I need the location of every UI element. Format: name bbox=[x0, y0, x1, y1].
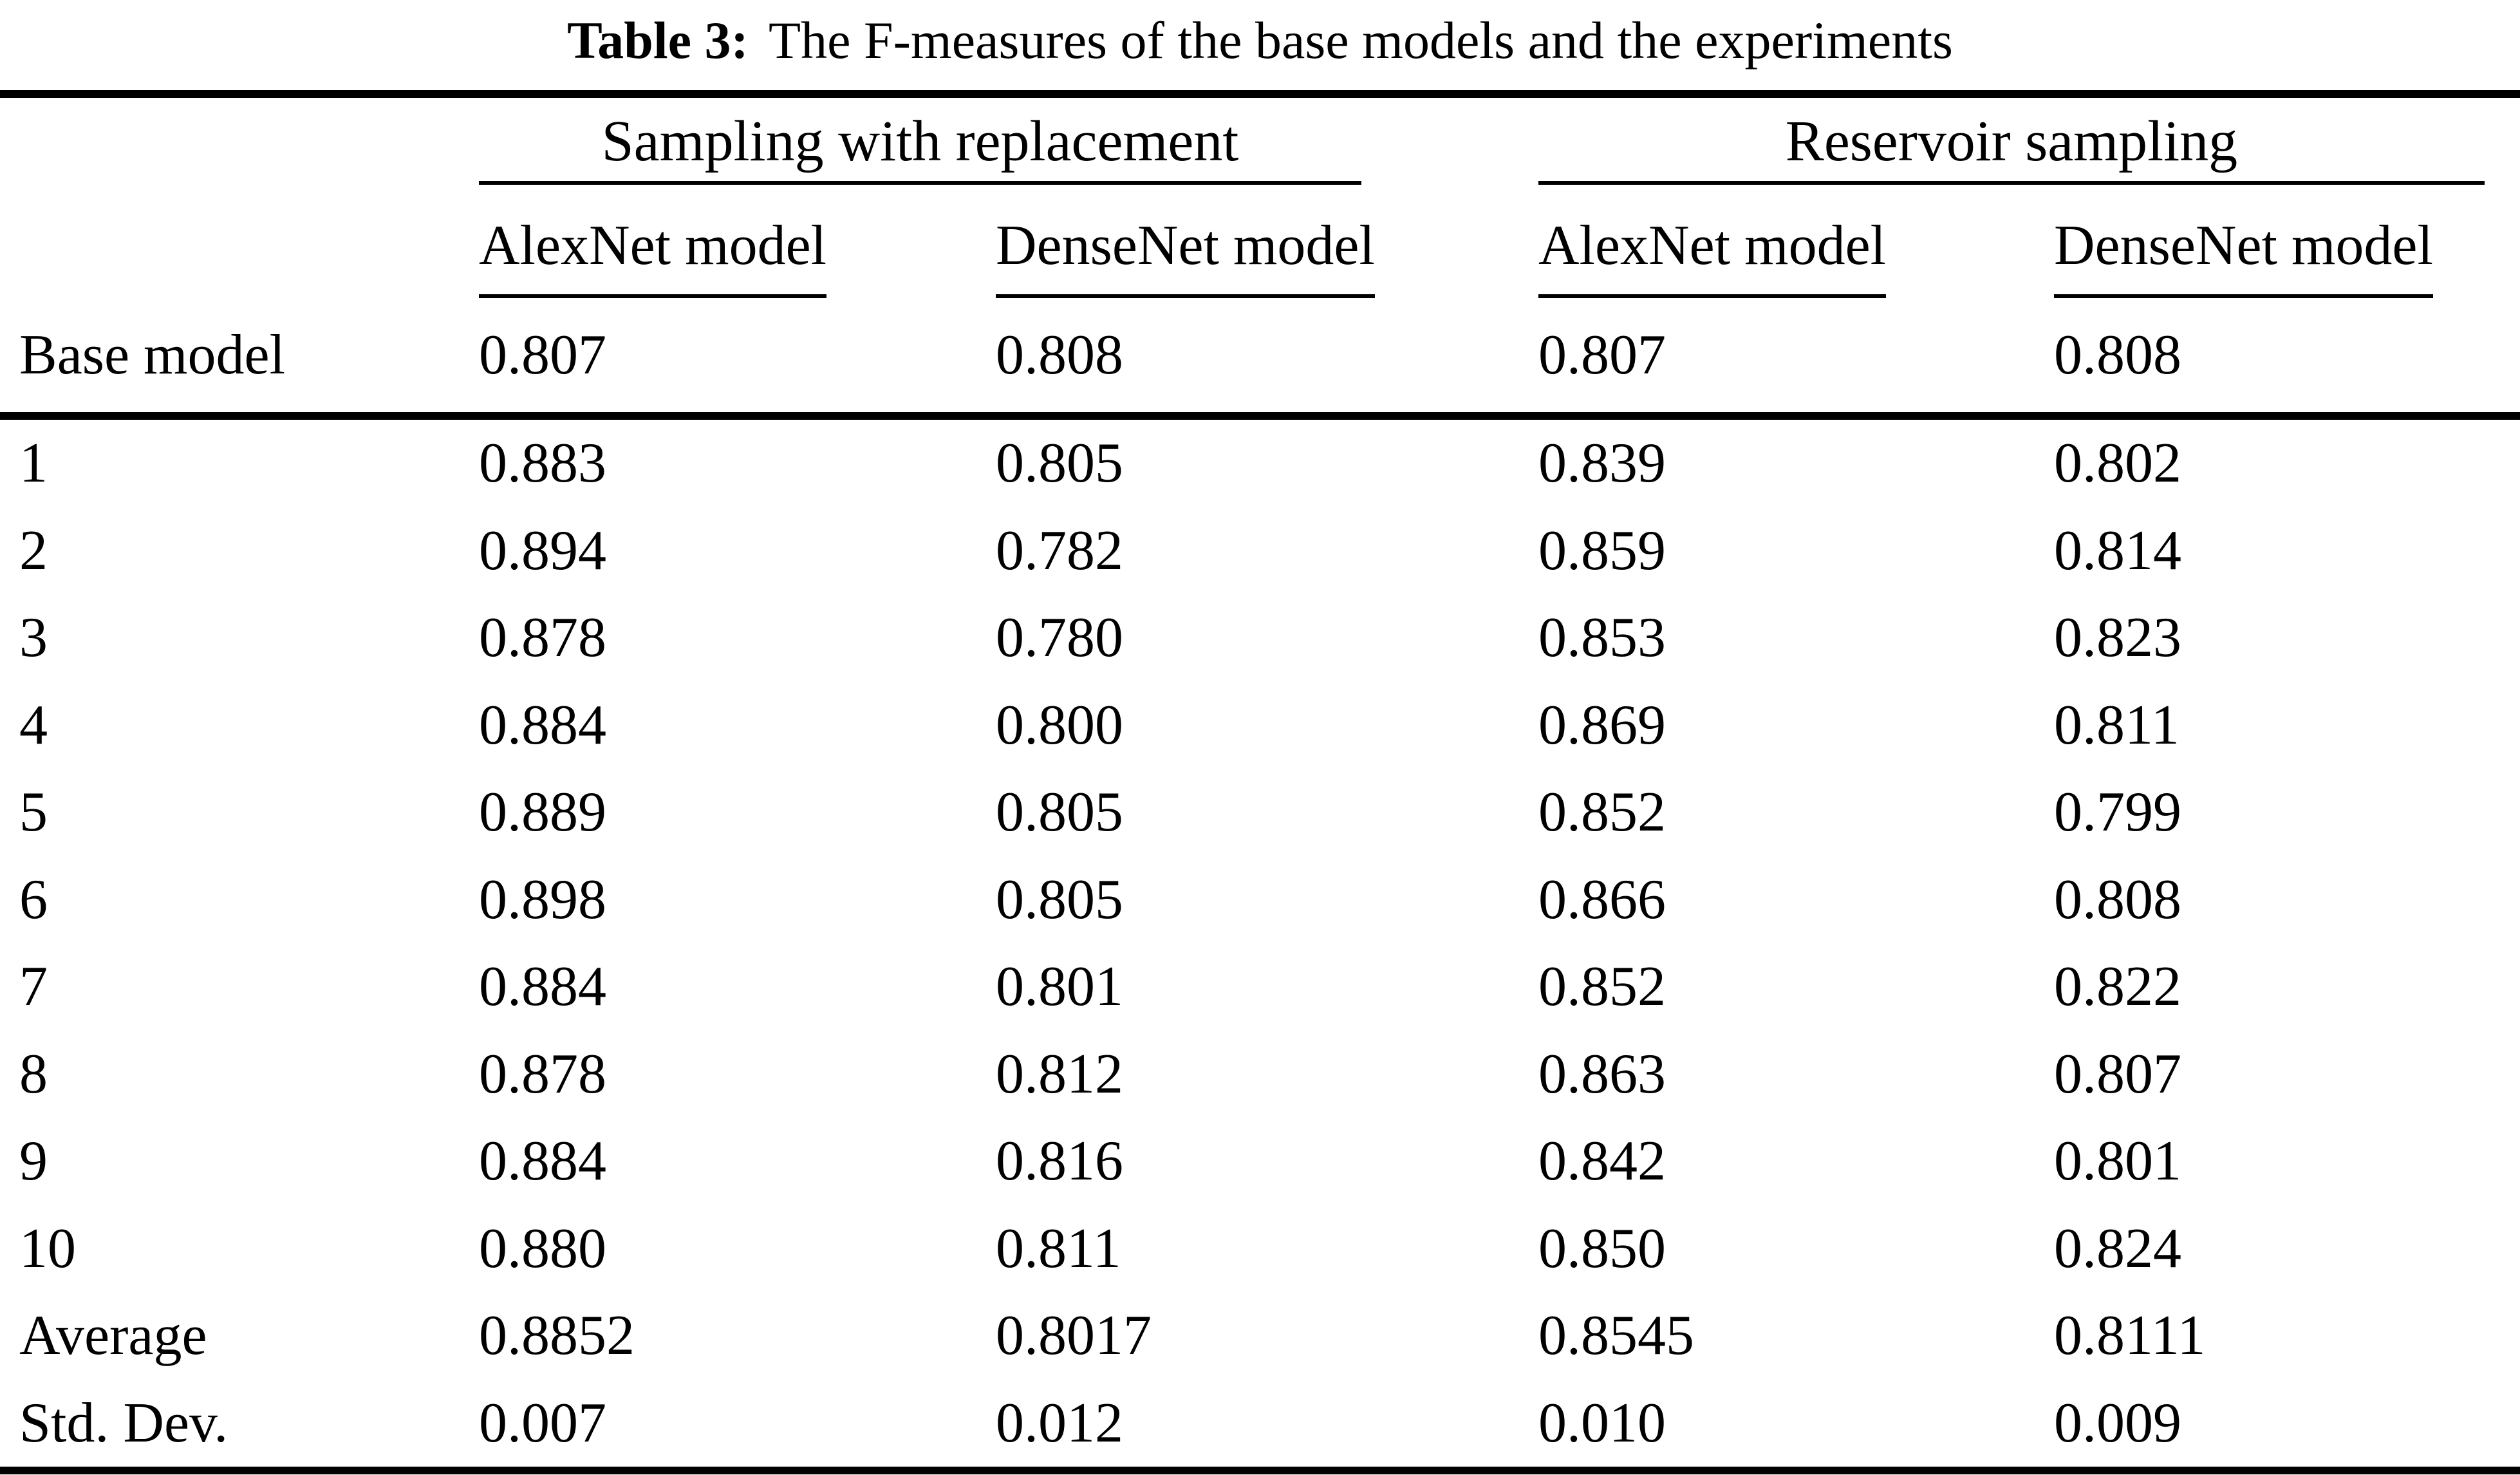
cell-value: 0.805 bbox=[996, 432, 1123, 495]
cell-value: 0.8111 bbox=[2054, 1304, 2206, 1367]
cell-value: 0.822 bbox=[2054, 955, 2181, 1019]
cell-value: 0.805 bbox=[996, 781, 1123, 844]
cell-value: 0.8852 bbox=[479, 1304, 635, 1367]
cell-value: 0.812 bbox=[996, 1042, 1123, 1105]
cell-value: 0.853 bbox=[1538, 606, 1666, 670]
cell-value: 0.009 bbox=[2054, 1391, 2181, 1454]
cell-value: 0.8017 bbox=[996, 1304, 1152, 1367]
col-header-label: DenseNet model bbox=[996, 185, 1375, 298]
cell-value: 0.807 bbox=[1538, 324, 1666, 386]
table-caption-number: Table 3: bbox=[567, 11, 749, 70]
row-label: Std. Dev. bbox=[19, 1391, 229, 1454]
group-header-reservoir-sampling: Reservoir sampling bbox=[1538, 98, 2520, 185]
group-header-label: Reservoir sampling bbox=[1785, 109, 2238, 173]
row-label: 5 bbox=[19, 781, 48, 844]
col-header-swr-densenet: DenseNet model bbox=[996, 185, 1538, 298]
table-header: Sampling with replacement Reservoir samp… bbox=[0, 98, 2520, 412]
cell-value: 0.884 bbox=[479, 955, 606, 1019]
col-header-swr-alexnet: AlexNet model bbox=[479, 185, 996, 298]
cell-value: 0.814 bbox=[2054, 519, 2181, 582]
row-label: 2 bbox=[19, 519, 48, 582]
cell-value: 0.884 bbox=[479, 1130, 606, 1193]
cell-value: 0.007 bbox=[479, 1391, 606, 1454]
corner-cell bbox=[19, 98, 479, 185]
cell-value: 0.842 bbox=[1538, 1130, 1666, 1193]
cell-value: 0.811 bbox=[996, 1217, 1121, 1280]
table-caption-text: The F-measures of the base models and th… bbox=[769, 11, 1953, 70]
row-label: Base model bbox=[19, 324, 286, 386]
cell-value: 0.894 bbox=[479, 519, 606, 582]
cell-value: 0.800 bbox=[996, 693, 1123, 756]
col-header-label: AlexNet model bbox=[479, 185, 827, 298]
cell-value: 0.012 bbox=[996, 1391, 1123, 1454]
cell-value: 0.799 bbox=[2054, 781, 2181, 844]
cell-value: 0.8545 bbox=[1538, 1304, 1694, 1367]
cell-value: 0.878 bbox=[479, 1042, 606, 1105]
col-header-label: DenseNet model bbox=[2054, 185, 2433, 298]
col-header-label: AlexNet model bbox=[1538, 185, 1887, 298]
cell-value: 0.850 bbox=[1538, 1217, 1666, 1280]
cell-value: 0.878 bbox=[479, 606, 606, 670]
cell-value: 0.782 bbox=[996, 519, 1123, 582]
cell-value: 0.863 bbox=[1538, 1042, 1666, 1105]
row-label: 10 bbox=[19, 1217, 76, 1280]
cell-value: 0.807 bbox=[479, 324, 606, 386]
cell-value: 0.801 bbox=[996, 955, 1123, 1019]
cell-value: 0.859 bbox=[1538, 519, 1666, 582]
row-label: 3 bbox=[19, 606, 48, 670]
cell-value: 0.802 bbox=[2054, 432, 2181, 495]
cell-value: 0.869 bbox=[1538, 693, 1666, 756]
cell-value: 0.883 bbox=[479, 432, 606, 495]
cell-value: 0.808 bbox=[996, 324, 1123, 386]
cell-value: 0.816 bbox=[996, 1130, 1123, 1193]
row-label: 6 bbox=[19, 868, 48, 931]
cell-value: 0.839 bbox=[1538, 432, 1666, 495]
col-header-rs-densenet: DenseNet model bbox=[2054, 185, 2520, 298]
cell-value: 0.823 bbox=[2054, 606, 2181, 670]
cell-value: 0.801 bbox=[2054, 1130, 2181, 1193]
group-header-sampling-with-replacement: Sampling with replacement bbox=[479, 98, 1538, 185]
group-header-wrap: Reservoir sampling bbox=[1538, 98, 2485, 185]
cell-value: 0.852 bbox=[1538, 781, 1666, 844]
cell-value: 0.824 bbox=[2054, 1217, 2181, 1280]
mid-rule bbox=[0, 412, 2520, 420]
group-header-wrap: Sampling with replacement bbox=[479, 98, 1361, 185]
cell-value: 0.852 bbox=[1538, 955, 1666, 1019]
group-header-label: Sampling with replacement bbox=[601, 109, 1239, 173]
cell-value: 0.808 bbox=[2054, 324, 2181, 386]
cell-value: 0.807 bbox=[2054, 1042, 2181, 1105]
corner-cell bbox=[19, 185, 479, 298]
cell-value: 0.805 bbox=[996, 868, 1123, 931]
cell-value: 0.866 bbox=[1538, 868, 1666, 931]
cell-value: 0.884 bbox=[479, 693, 606, 756]
row-label: Average bbox=[19, 1304, 207, 1367]
row-label: 4 bbox=[19, 693, 48, 756]
group-underline-rule bbox=[479, 181, 1361, 185]
table-caption: Table 3: The F-measures of the base mode… bbox=[0, 0, 2520, 90]
row-label: 7 bbox=[19, 955, 48, 1019]
row-label: 8 bbox=[19, 1042, 48, 1105]
cell-value: 0.811 bbox=[2054, 693, 2179, 756]
cell-value: 0.808 bbox=[2054, 868, 2181, 931]
cell-value: 0.898 bbox=[479, 868, 606, 931]
cell-value: 0.880 bbox=[479, 1217, 606, 1280]
cell-value: 0.010 bbox=[1538, 1391, 1666, 1454]
f-measures-table: Sampling with replacement Reservoir samp… bbox=[0, 90, 2520, 1474]
cell-value: 0.889 bbox=[479, 781, 606, 844]
row-label: 9 bbox=[19, 1130, 48, 1193]
col-header-rs-alexnet: AlexNet model bbox=[1538, 185, 2054, 298]
cell-value: 0.780 bbox=[996, 606, 1123, 670]
table-body: 1 0.883 0.805 0.839 0.802 2 0.894 0.782 0.859 0.8… bbox=[0, 420, 2520, 1467]
group-underline-rule bbox=[1538, 181, 2485, 185]
row-label: 1 bbox=[19, 432, 48, 495]
